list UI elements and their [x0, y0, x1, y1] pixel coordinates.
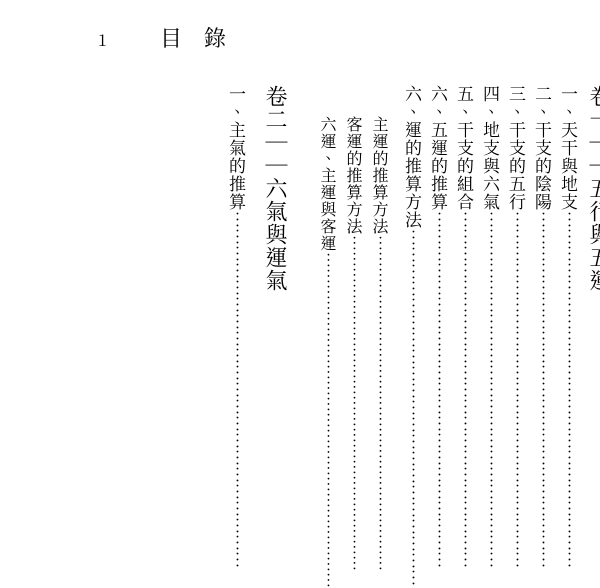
entry-text: 六、五運的推算	[427, 85, 452, 211]
leader-dots	[369, 235, 392, 571]
leader-dots	[479, 211, 504, 568]
leader-dots	[427, 211, 452, 568]
entry-text: 六、運的推算方法	[401, 85, 426, 229]
entry-text: 四、地支與六氣	[479, 85, 504, 211]
entry-text: 主運的推算方法	[369, 116, 392, 235]
leader-dots	[343, 235, 366, 571]
entry-text: 五、干支的組合	[453, 85, 478, 211]
page-number: 1	[98, 28, 107, 51]
volume-heading: 卷二｜｜六氣與運氣	[258, 85, 288, 292]
leader-dots	[505, 211, 530, 568]
leader-dots	[453, 211, 478, 568]
toc-entry: 六、運的推算方法	[396, 85, 422, 586]
header-title: 目錄	[160, 22, 248, 53]
entry-text: 六運、主運與客運	[317, 116, 340, 252]
toc-entry: 一、主氣的推算	[220, 85, 246, 568]
leader-dots	[401, 229, 426, 586]
entry-text: 三、干支的五行	[505, 85, 530, 211]
toc-entry: 六運、主運與客運	[310, 116, 336, 588]
leader-dots	[531, 211, 556, 568]
volume-heading: 卷一｜｜五行與五運	[582, 85, 600, 292]
leader-dots	[557, 211, 582, 568]
entry-text: 客運的推算方法	[343, 116, 366, 235]
entry-text: 一、主氣的推算	[225, 85, 250, 211]
leader-dots	[225, 211, 250, 568]
leader-dots	[317, 252, 340, 588]
entry-text: 二、干支的陰陽	[531, 85, 556, 211]
entry-text: 一、天干與地支	[557, 85, 582, 211]
